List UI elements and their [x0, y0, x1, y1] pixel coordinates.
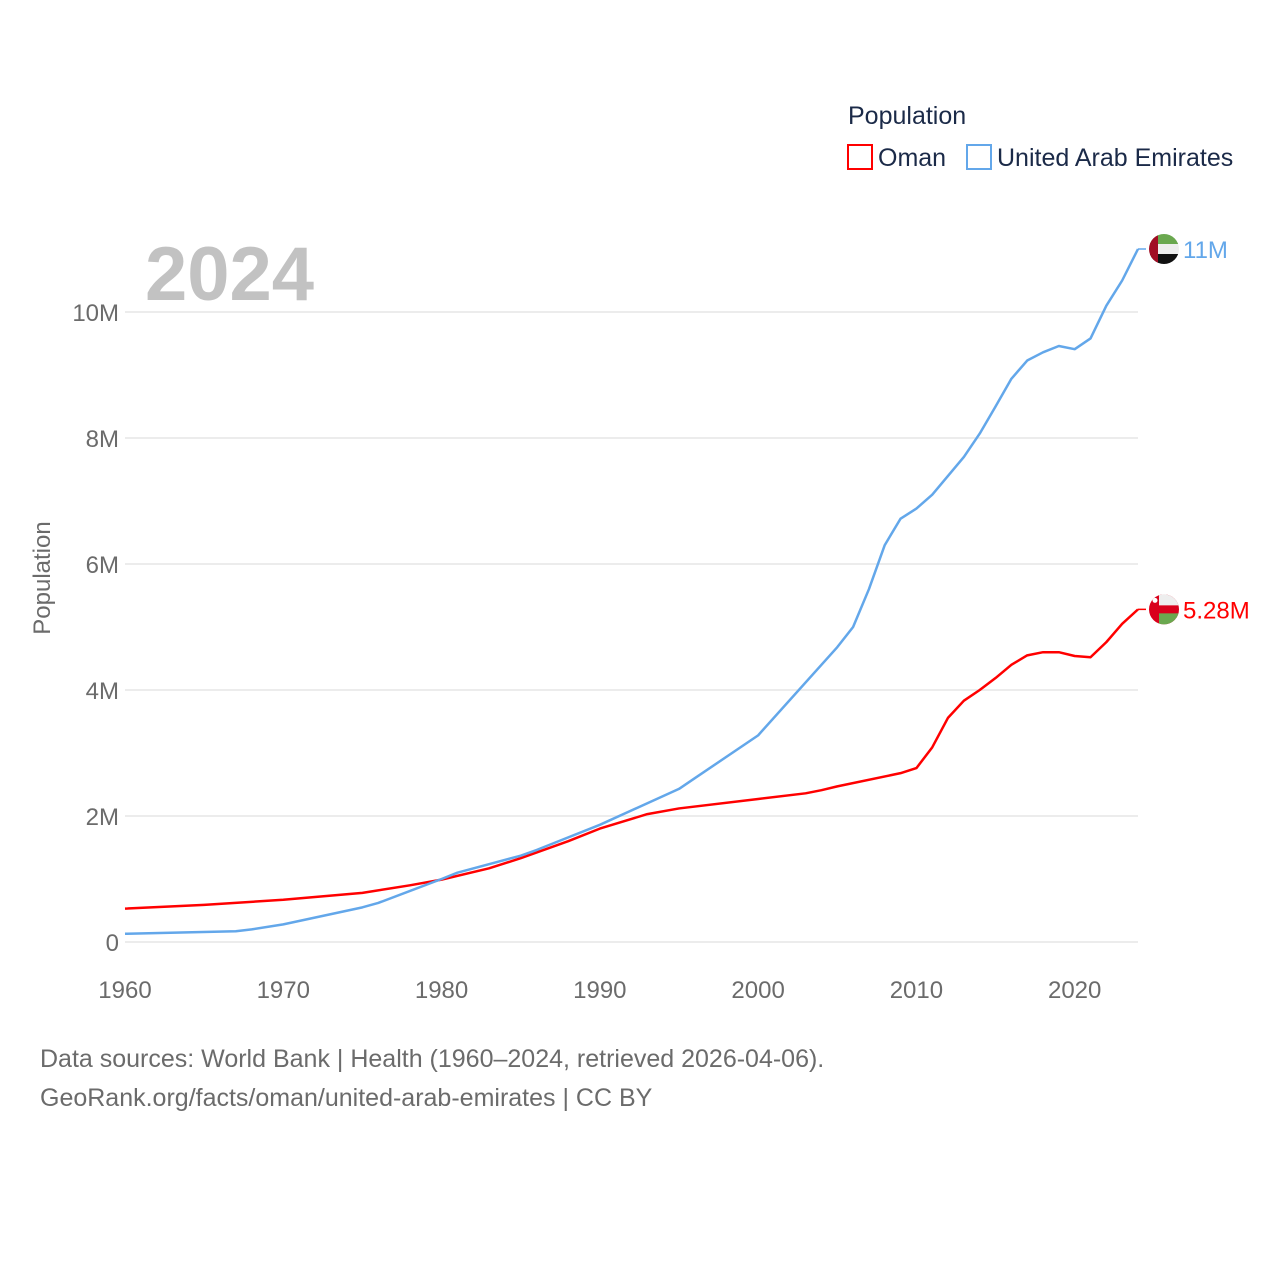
legend-label-uae: United Arab Emirates	[997, 144, 1233, 172]
legend-swatch-oman	[847, 144, 873, 170]
x-tick-label: 1980	[415, 977, 468, 1004]
series-line-uae	[124, 248, 1140, 936]
series-line-oman	[124, 608, 1139, 910]
y-tick-label: 8M	[86, 426, 119, 453]
end-value-label: 5.28M	[1183, 597, 1250, 624]
x-tick-label: 1990	[573, 977, 626, 1004]
legend-item-uae[interactable]: United Arab Emirates	[966, 144, 1233, 172]
y-tick-label: 6M	[86, 552, 119, 579]
y-axis-label: Population	[29, 521, 56, 634]
x-tick-label: 1970	[257, 977, 310, 1004]
x-tick-label: 2000	[731, 977, 784, 1004]
end-value-label: 11M	[1183, 237, 1228, 264]
legend-swatch-uae	[966, 144, 992, 170]
y-tick-label: 2M	[86, 804, 119, 831]
x-tick-label: 2020	[1048, 977, 1101, 1004]
y-tick-label: 4M	[86, 678, 119, 705]
uae-flag-icon	[1149, 234, 1179, 264]
year-watermark: 2024	[145, 232, 314, 317]
legend-item-oman[interactable]: Oman	[847, 144, 946, 172]
oman-flag-icon	[1149, 594, 1179, 625]
x-tick-label: 2010	[890, 977, 943, 1004]
y-tick-label: 0	[106, 930, 119, 957]
legend-title: Population	[848, 102, 966, 130]
y-tick-label: 10M	[72, 300, 119, 327]
x-tick-label: 1960	[98, 977, 151, 1004]
footer-sources: Data sources: World Bank | Health (1960–…	[40, 1045, 825, 1073]
legend: Population Oman United Arab Emirates	[847, 102, 1233, 172]
footer-attribution: GeoRank.org/facts/oman/united-arab-emira…	[40, 1084, 653, 1112]
legend-label-oman: Oman	[878, 144, 946, 172]
